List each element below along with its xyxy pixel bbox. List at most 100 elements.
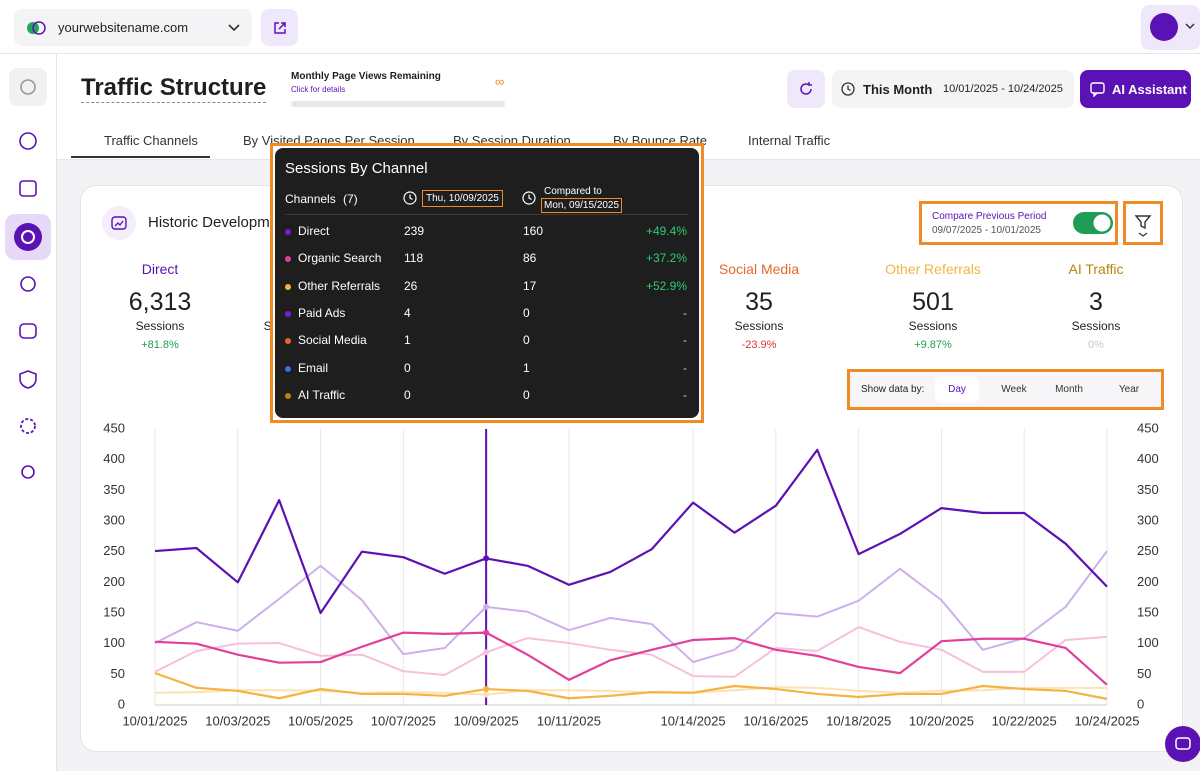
stat-unit: Sessions — [734, 319, 784, 333]
hover-point — [483, 629, 490, 636]
compare-label: Compare Previous Period — [932, 211, 1047, 222]
y-tick-label: 350 — [103, 482, 125, 497]
row-dot — [285, 229, 291, 235]
clock-icon — [522, 191, 536, 205]
stat-unit: Sessions — [908, 319, 958, 333]
stat-change: 0% — [1088, 339, 1104, 351]
compare-toggle[interactable] — [1072, 211, 1114, 235]
site-icon — [27, 21, 46, 35]
row-dot — [285, 392, 291, 399]
stat-change: +81.8% — [141, 339, 179, 351]
row-change: +52.9% — [645, 278, 687, 293]
row-current: 239 — [404, 224, 425, 238]
refresh-button[interactable] — [787, 70, 825, 108]
x-tick-label: 10/07/2025 — [371, 713, 436, 728]
row-previous: 0 — [523, 305, 530, 320]
series-line — [154, 448, 1108, 615]
y-tick-label: 400 — [103, 451, 125, 466]
y2-tick-label: 200 — [1137, 574, 1159, 589]
tab[interactable]: Internal Traffic — [748, 133, 831, 148]
show-by-option[interactable]: Year — [1118, 384, 1140, 395]
card-icon — [102, 206, 136, 240]
ai-assistant-label: AI Assistant — [1112, 82, 1187, 97]
series-line — [154, 631, 1108, 686]
row-change: +37.2% — [645, 251, 687, 266]
tab-underline — [71, 156, 210, 158]
sidebar-icons — [5, 68, 51, 479]
quota-link[interactable]: Click for details — [291, 85, 346, 94]
hover-point — [483, 555, 490, 562]
show-by-option[interactable]: Month — [1055, 384, 1083, 395]
row-name: Paid Ads — [298, 305, 346, 320]
tooltip-title: Sessions By Channel — [285, 160, 428, 177]
y-tick-label: 200 — [103, 574, 125, 589]
row-previous: 17 — [523, 278, 537, 293]
tooltip — [275, 148, 699, 418]
row-dot — [285, 365, 291, 372]
x-tick-label: 10/24/2025 — [1074, 713, 1139, 728]
tab[interactable]: Traffic Channels — [104, 133, 198, 148]
clock-icon — [841, 82, 855, 96]
row-current: 1 — [404, 333, 411, 348]
series-line — [154, 550, 1108, 664]
show-by-option[interactable]: Week — [1001, 384, 1027, 395]
current-date: Thu, 10/09/2025 — [422, 190, 503, 207]
stat-value: 6,313 — [128, 288, 192, 316]
row-current: 26 — [404, 278, 418, 293]
site-selector[interactable] — [14, 9, 252, 46]
row-change: - — [683, 333, 687, 348]
stat-unit: Sessions — [1071, 319, 1121, 333]
row-current: 118 — [404, 251, 424, 266]
series-line — [154, 626, 1108, 678]
show-by-box — [847, 369, 1164, 410]
row-dot — [285, 310, 291, 317]
hover-point — [483, 691, 490, 698]
filter-button[interactable] — [1123, 201, 1163, 245]
quota-bar — [291, 101, 505, 107]
date-range: 10/01/2025 - 10/24/2025 — [943, 83, 1063, 95]
show-by-option[interactable]: Day — [935, 376, 979, 403]
x-tick-label: 10/01/2025 — [122, 713, 187, 728]
compared-date: Mon, 09/15/2025 — [541, 198, 623, 213]
row-name: Direct — [298, 224, 330, 238]
row-dot — [285, 256, 291, 263]
row-current: 0 — [404, 387, 411, 402]
y-tick-label: 450 — [103, 420, 125, 435]
x-tick-label: 10/09/2025 — [454, 713, 519, 728]
row-previous: 160 — [523, 224, 544, 238]
row-dot — [285, 283, 291, 290]
chat-button[interactable] — [1164, 725, 1200, 765]
row-change: +49.4% — [645, 224, 687, 238]
tooltip-divider — [285, 214, 689, 215]
channels-count: (7) — [343, 192, 358, 206]
stat-value: 3 — [1089, 288, 1103, 316]
avatar — [1150, 13, 1195, 41]
period-selector[interactable] — [832, 70, 1074, 108]
row-current: 4 — [404, 305, 411, 320]
refresh-icon — [800, 82, 812, 95]
y2-tick-label: 50 — [1137, 666, 1151, 681]
y-tick-label: 150 — [103, 604, 125, 619]
row-dot — [285, 338, 291, 345]
y-tick-label: 300 — [103, 512, 125, 527]
x-tick-label: 10/05/2025 — [288, 713, 353, 728]
stat-name: Direct — [141, 261, 179, 277]
y-tick-label: 50 — [111, 666, 125, 681]
filter-icon — [1134, 215, 1152, 237]
compared-label: Compared to — [544, 186, 602, 197]
row-change: - — [683, 360, 687, 375]
hover-point — [483, 686, 490, 693]
row-previous: 0 — [523, 333, 530, 348]
row-current: 0 — [404, 360, 411, 375]
series-line — [154, 672, 1108, 700]
ai-assistant-button[interactable] — [1080, 70, 1191, 108]
x-tick-label: 10/18/2025 — [826, 713, 891, 728]
row-change: - — [683, 387, 687, 402]
y2-tick-label: 300 — [1137, 512, 1159, 527]
period: This Month — [863, 82, 933, 97]
y2-tick-label: 450 — [1137, 420, 1159, 435]
x-tick-label: 10/11/2025 — [537, 713, 601, 728]
quota-value: ∞ — [495, 74, 505, 89]
x-tick-label: 10/22/2025 — [992, 713, 1057, 728]
compare-box — [919, 201, 1118, 245]
